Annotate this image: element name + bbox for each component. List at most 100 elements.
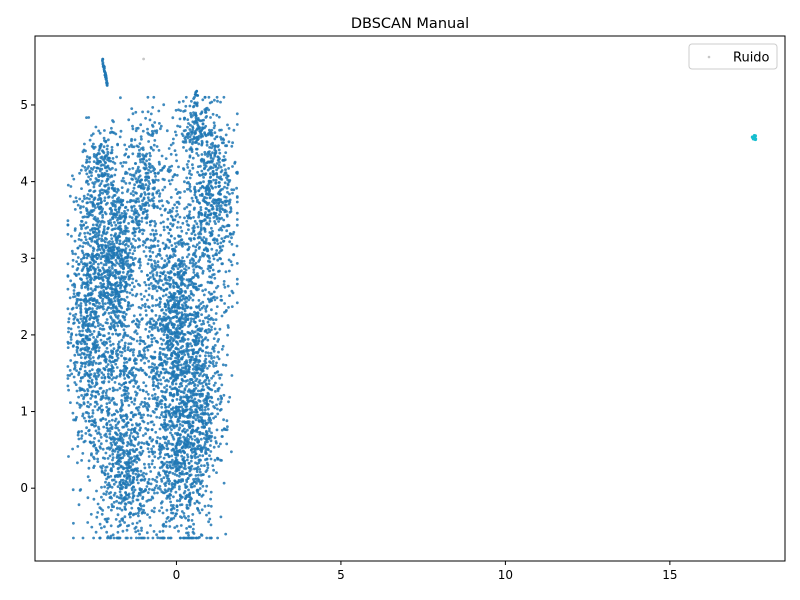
data-point: [130, 274, 133, 277]
data-point: [189, 378, 193, 381]
data-point: [69, 341, 73, 345]
data-point: [193, 330, 197, 334]
data-point: [83, 342, 87, 346]
data-point: [155, 402, 159, 406]
data-point: [100, 395, 103, 399]
data-point: [122, 434, 126, 438]
data-point: [181, 294, 185, 298]
data-point: [134, 191, 137, 195]
data-point: [93, 372, 97, 376]
data-point: [94, 530, 98, 534]
data-point: [118, 320, 121, 323]
data-point: [107, 219, 110, 223]
data-point: [199, 448, 203, 452]
data-point: [107, 446, 111, 450]
data-point: [87, 346, 91, 350]
data-point: [127, 375, 131, 379]
data-point: [172, 338, 176, 342]
data-point: [126, 421, 130, 424]
data-point: [166, 494, 169, 498]
data-point: [132, 314, 136, 318]
data-point: [159, 322, 162, 326]
data-point: [149, 322, 152, 326]
data-point: [120, 186, 124, 190]
data-point: [204, 421, 208, 425]
data-point: [148, 158, 151, 161]
data-point: [114, 443, 117, 446]
data-point: [76, 461, 79, 465]
data-point: [149, 232, 153, 236]
data-point: [89, 200, 92, 204]
data-point: [185, 306, 189, 310]
data-point: [103, 485, 106, 489]
data-point: [67, 455, 70, 458]
data-point: [158, 199, 161, 203]
data-point: [155, 279, 158, 283]
data-point: [142, 197, 146, 201]
data-point: [72, 282, 76, 286]
data-point: [123, 346, 127, 349]
data-point: [176, 410, 179, 413]
data-point: [148, 487, 151, 491]
data-point: [94, 169, 98, 173]
data-point: [204, 336, 208, 339]
data-point: [101, 299, 104, 303]
data-point: [112, 376, 116, 379]
data-point: [125, 282, 129, 286]
data-point: [101, 324, 105, 328]
data-point: [144, 289, 148, 293]
data-point: [127, 266, 130, 270]
data-point: [140, 353, 143, 357]
data-point: [109, 534, 113, 538]
data-point: [165, 444, 169, 448]
data-point: [161, 364, 165, 367]
data-point: [137, 305, 141, 309]
data-point: [91, 381, 94, 385]
data-point: [112, 326, 116, 330]
data-point: [89, 278, 92, 281]
data-point: [88, 301, 92, 305]
data-point: [173, 250, 177, 253]
data-point: [119, 129, 123, 133]
data-point: [143, 466, 147, 470]
data-point: [120, 257, 124, 260]
data-point: [178, 485, 181, 489]
data-point: [117, 256, 121, 260]
data-point: [87, 353, 91, 357]
data-point: [97, 245, 101, 248]
data-point: [98, 302, 101, 305]
data-point: [87, 213, 91, 217]
data-point: [98, 131, 102, 135]
data-point: [185, 300, 188, 303]
data-point: [113, 221, 116, 224]
data-point: [197, 339, 201, 343]
data-point: [146, 110, 150, 114]
data-point: [106, 273, 110, 277]
data-point: [198, 480, 202, 484]
data-point: [220, 435, 224, 438]
data-point: [130, 107, 134, 110]
data-point: [126, 483, 129, 487]
data-point: [144, 427, 148, 430]
data-point: [131, 252, 135, 256]
data-point: [127, 167, 131, 171]
data-point: [103, 472, 107, 476]
data-point: [129, 448, 132, 452]
data-point: [84, 309, 88, 313]
data-point: [100, 376, 104, 380]
data-point: [97, 272, 100, 275]
data-point: [100, 252, 104, 255]
data-point: [119, 161, 123, 165]
data-point: [112, 180, 115, 183]
data-point: [124, 470, 128, 473]
data-point: [94, 429, 98, 433]
data-point: [75, 260, 78, 263]
data-point: [133, 376, 137, 379]
data-point: [174, 315, 178, 318]
data-point: [116, 410, 119, 414]
data-point: [144, 175, 147, 179]
data-point: [194, 325, 198, 329]
data-point: [204, 405, 207, 409]
data-point: [80, 394, 83, 397]
data-point: [146, 262, 150, 266]
